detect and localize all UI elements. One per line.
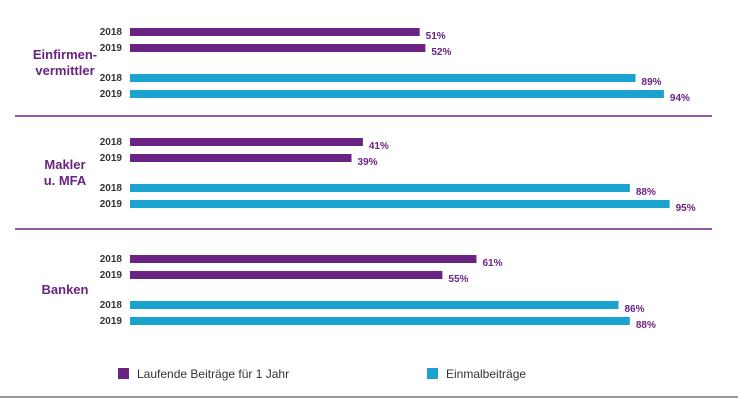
year-label: 2019 — [100, 199, 123, 210]
value-label: 51% — [426, 31, 446, 42]
group-label: vermittler — [35, 63, 94, 78]
year-label: 2018 — [100, 73, 123, 84]
year-label: 2018 — [100, 137, 123, 148]
year-label: 2019 — [100, 153, 123, 164]
value-label: 95% — [676, 203, 696, 214]
year-label: 2019 — [100, 316, 123, 327]
bar-einmal — [130, 184, 630, 192]
legend-swatch-laufend — [118, 368, 129, 379]
legend-swatch-einmal — [427, 368, 438, 379]
group-label: Makler — [44, 157, 85, 172]
value-label: 88% — [636, 320, 656, 331]
legend-label-einmal: Einmalbeiträge — [446, 367, 526, 381]
value-label: 94% — [670, 93, 690, 104]
bar-laufend — [130, 138, 363, 146]
year-label: 2019 — [100, 270, 123, 281]
bar-einmal — [130, 74, 636, 82]
bar-einmal — [130, 90, 664, 98]
bar-einmal — [130, 301, 619, 309]
value-label: 55% — [448, 274, 468, 285]
bar-laufend — [130, 271, 443, 279]
year-label: 2018 — [100, 27, 123, 38]
value-label: 89% — [642, 77, 662, 88]
value-label: 86% — [624, 304, 644, 315]
bar-laufend — [130, 44, 426, 52]
bar-laufend — [130, 28, 420, 36]
value-label: 52% — [431, 47, 451, 58]
bar-einmal — [130, 200, 670, 208]
year-label: 2019 — [100, 89, 123, 100]
year-label: 2018 — [100, 183, 123, 194]
bar-einmal — [130, 317, 630, 325]
year-label: 2018 — [100, 300, 123, 311]
group-label: Banken — [42, 282, 89, 297]
group-label: u. MFA — [44, 173, 87, 188]
value-label: 39% — [358, 157, 378, 168]
bar-laufend — [130, 255, 477, 263]
group-label: Einfirmen- — [33, 47, 97, 62]
bar-laufend — [130, 154, 352, 162]
value-label: 88% — [636, 187, 656, 198]
year-label: 2019 — [100, 43, 123, 54]
year-label: 2018 — [100, 254, 123, 265]
value-label: 61% — [482, 258, 502, 269]
value-label: 41% — [369, 141, 389, 152]
legend-label-laufend: Laufende Beiträge für 1 Jahr — [137, 367, 289, 381]
